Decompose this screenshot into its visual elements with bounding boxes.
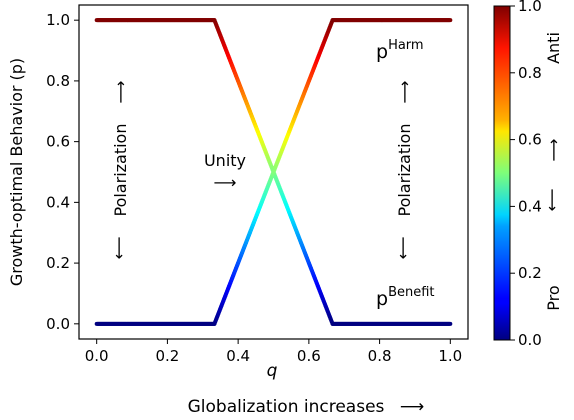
left-down-arrow: ⟶ (110, 237, 129, 260)
series-line (94, 18, 453, 326)
colorbar-anti-label: Anti (544, 32, 563, 64)
x-axis-label: q (267, 361, 278, 381)
x-tick-label: 0.2 (155, 347, 179, 365)
left-polarization-label: Polarization (111, 124, 130, 217)
series-lines (94, 18, 453, 326)
colorbar-tick-label: 1.0 (518, 0, 542, 15)
colorbar-pro-label: Pro (544, 285, 563, 310)
y-axis-label: Growth-optimal Behavior (p) (7, 58, 26, 286)
x-tick-label: 0.6 (297, 347, 321, 365)
colorbar (493, 5, 511, 341)
colorbar-tick-label: 0.2 (518, 264, 542, 282)
colorbar-tick-label: 0.8 (518, 64, 542, 82)
unity-label: Unity (204, 151, 246, 170)
x-tick-label: 0.0 (85, 347, 109, 365)
footer-label: Globalization increases (188, 397, 385, 417)
right-polarization-label: Polarization (395, 124, 414, 217)
left-polarization-annotation: Polarization ⟶ ⟶ (110, 80, 130, 259)
x-tick-label: 1.0 (438, 347, 462, 365)
right-down-arrow: ⟶ (394, 237, 413, 260)
x-tick-label: 0.8 (368, 347, 392, 365)
y-tick-label: 0.2 (46, 254, 70, 272)
colorbar-ticks: 0.0 0.2 0.4 0.6 0.8 1.0 (510, 0, 542, 349)
colorbar-up-arrow: ⟶ (544, 138, 563, 161)
x-tick-label: 0.4 (226, 347, 250, 365)
series-line (94, 18, 453, 326)
axis-ticks: 0.0 0.2 0.4 0.6 0.8 1.0 0.0 0.2 0.4 0.6 0.8 1.0 (46, 11, 462, 365)
right-up-arrow: ⟶ (395, 80, 414, 103)
colorbar-tick-label: 0.6 (518, 131, 542, 149)
colorbar-tick-label: 0.0 (518, 331, 542, 349)
colorbar-tick-label: 0.4 (518, 197, 542, 215)
right-polarization-annotation: Polarization ⟶ ⟶ (394, 80, 414, 259)
unity-arrow: ⟶ (214, 173, 237, 192)
harm-series-label: pHarm (376, 38, 424, 63)
y-tick-label: 0.6 (46, 133, 70, 151)
left-up-arrow: ⟶ (111, 80, 130, 103)
plot-frame (78, 4, 469, 340)
benefit-series-label: pBenefit (376, 285, 435, 310)
colorbar-down-arrow: ⟶ (543, 189, 562, 212)
y-tick-label: 0.4 (46, 193, 70, 211)
y-tick-label: 0.0 (46, 315, 70, 333)
footer-arrow: ⟶ (400, 397, 424, 417)
y-tick-label: 0.8 (46, 72, 70, 90)
y-tick-label: 1.0 (46, 11, 70, 29)
